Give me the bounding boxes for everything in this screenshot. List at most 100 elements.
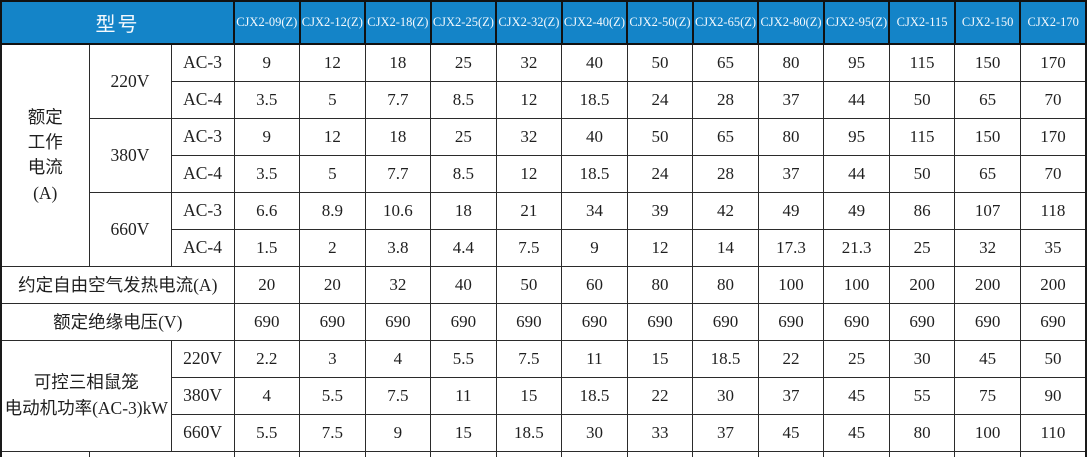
thermal-current-label: 约定自由空气发热电流(A): [0, 265, 235, 304]
value-cell: 25: [823, 339, 890, 378]
value-cell: 18.5: [561, 154, 628, 193]
empty-cell: [233, 450, 301, 457]
value-cell: 200: [888, 265, 956, 304]
value-cell: 5.5: [233, 413, 301, 452]
value-cell: 65: [692, 43, 759, 82]
value-cell: 18.5: [692, 339, 759, 378]
value-cell: 65: [692, 117, 759, 156]
value-cell: 107: [954, 191, 1021, 230]
value-cell: 21: [495, 191, 563, 230]
value-cell: 45: [757, 413, 825, 452]
value-cell: 75: [954, 376, 1021, 415]
table-row: 额定绝缘电压(V) 690 690 690 690 690 690 690 69…: [0, 302, 1087, 341]
value-cell: 18.5: [495, 413, 563, 452]
value-cell: 40: [430, 265, 497, 304]
value-cell: 6.6: [233, 191, 301, 230]
ac4-label: AC-4: [170, 80, 235, 119]
ac3-label: AC-3: [170, 43, 235, 82]
empty-cell: [0, 450, 90, 457]
value-cell: 9: [561, 228, 628, 267]
value-cell: 690: [954, 302, 1021, 341]
value-cell: 690: [757, 302, 825, 341]
value-cell: 60: [561, 265, 628, 304]
value-cell: 49: [757, 191, 825, 230]
value-cell: 7.7: [364, 80, 432, 119]
value-cell: 45: [823, 376, 890, 415]
empty-cell: [364, 450, 432, 457]
value-cell: 100: [757, 265, 825, 304]
value-cell: 690: [495, 302, 563, 341]
value-cell: 3.8: [364, 228, 432, 267]
value-cell: 32: [495, 117, 563, 156]
value-cell: 7.5: [299, 413, 366, 452]
voltage-label-380: 380V: [88, 117, 172, 193]
value-cell: 100: [823, 265, 890, 304]
empty-cell: [692, 450, 759, 457]
value-cell: 690: [626, 302, 694, 341]
value-cell: 37: [692, 413, 759, 452]
value-cell: 15: [495, 376, 563, 415]
value-cell: 690: [823, 302, 890, 341]
value-cell: 30: [888, 339, 956, 378]
value-cell: 9: [233, 117, 301, 156]
value-cell: 20: [299, 265, 366, 304]
value-cell: 39: [626, 191, 694, 230]
value-cell: 3.5: [233, 154, 301, 193]
table-row: 可控三相鼠笼 电动机功率(AC-3)kW 220V 2.2 3 4 5.5 7.…: [0, 339, 1087, 452]
empty-cell: [299, 450, 366, 457]
value-cell: 24: [626, 80, 694, 119]
value-cell: 5.5: [299, 376, 366, 415]
value-cell: 14: [692, 228, 759, 267]
value-cell: 690: [430, 302, 497, 341]
motor-power-group-label: 可控三相鼠笼 电动机功率(AC-3)kW: [0, 339, 172, 452]
value-cell: 12: [626, 228, 694, 267]
value-cell: 4: [364, 339, 432, 378]
value-cell: 95: [823, 117, 890, 156]
value-cell: 200: [1019, 265, 1087, 304]
value-cell: 50: [495, 265, 563, 304]
model-col-header: CJX2-09(Z): [233, 0, 301, 45]
value-cell: 32: [954, 228, 1021, 267]
value-cell: 150: [954, 117, 1021, 156]
value-cell: 4: [233, 376, 301, 415]
value-cell: 28: [692, 154, 759, 193]
value-cell: 32: [364, 265, 432, 304]
value-cell: 30: [692, 376, 759, 415]
empty-cell: [495, 450, 563, 457]
ac3-label: AC-3: [170, 191, 235, 230]
value-cell: 3.5: [233, 80, 301, 119]
value-cell: 5.5: [430, 339, 497, 378]
value-cell: 690: [299, 302, 366, 341]
value-cell: 18: [364, 117, 432, 156]
value-cell: 37: [757, 80, 825, 119]
value-cell: 8.5: [430, 154, 497, 193]
value-cell: 50: [888, 80, 956, 119]
model-col-header: CJX2-115: [888, 0, 956, 45]
value-cell: 150: [954, 43, 1021, 82]
empty-cell: [88, 450, 235, 457]
value-cell: 22: [757, 339, 825, 378]
model-col-header: CJX2-80(Z): [757, 0, 825, 45]
model-col-header: CJX2-12(Z): [298, 0, 367, 45]
header-row: 型号 CJX2-09(Z) CJX2-12(Z) CJX2-18(Z) CJX2…: [0, 0, 1087, 45]
value-cell: 40: [561, 43, 628, 82]
value-cell: 200: [954, 265, 1021, 304]
value-cell: 115: [888, 43, 956, 82]
table-row: 380V 4 5.5 7.5 11 15 18.5 22 30 37 45 55…: [1, 376, 1087, 415]
value-cell: 15: [626, 339, 694, 378]
value-cell: 25: [430, 43, 497, 82]
value-cell: 80: [626, 265, 694, 304]
value-cell: 2.2: [233, 339, 301, 378]
empty-cell: [626, 450, 694, 457]
value-cell: 80: [757, 43, 825, 82]
value-cell: 80: [888, 413, 956, 452]
model-col-header: CJX2-50(Z): [626, 0, 694, 45]
value-cell: 18: [364, 43, 432, 82]
value-cell: 28: [692, 80, 759, 119]
value-cell: 7.5: [364, 376, 432, 415]
value-cell: 8.5: [430, 80, 497, 119]
table-row: 约定自由空气发热电流(A) 20 20 32 40 50 60 80 80 10…: [0, 265, 1087, 304]
empty-cell: [1019, 450, 1087, 457]
